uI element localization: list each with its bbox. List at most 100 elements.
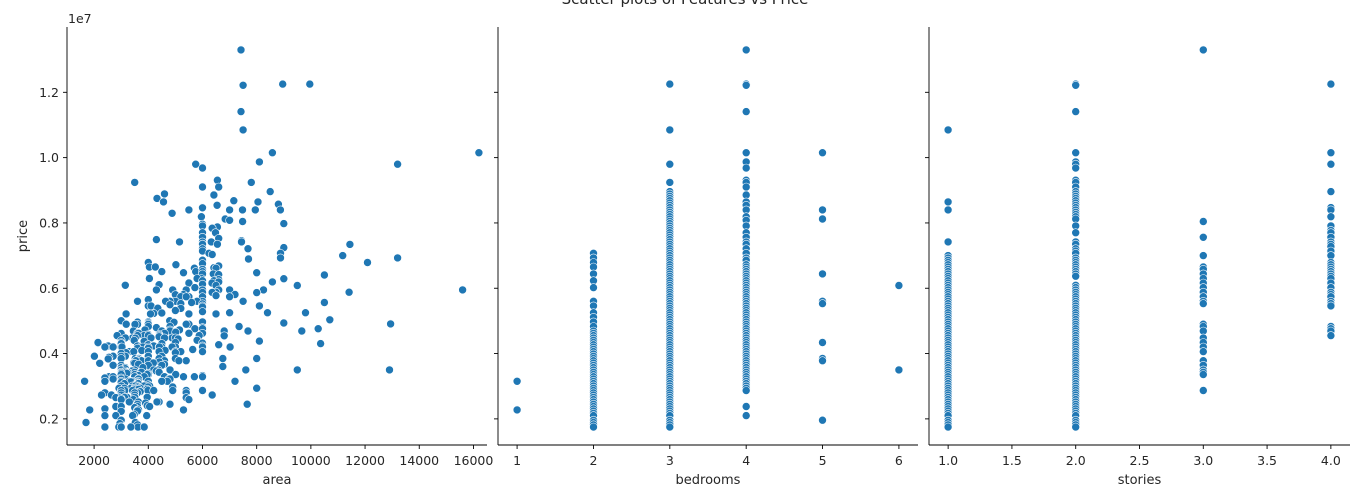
data-point [121, 309, 131, 319]
data-point [171, 260, 181, 270]
data-point [188, 345, 197, 354]
data-point [1326, 187, 1336, 196]
data-point [255, 301, 264, 311]
data-point [236, 107, 246, 116]
x-tick-label: 3 [666, 453, 674, 468]
data-point [198, 307, 207, 316]
data-point [238, 296, 248, 306]
data-point [943, 205, 953, 215]
data-point [279, 318, 289, 328]
data-point [247, 178, 256, 187]
y-tick-label: 0.2 [39, 411, 59, 426]
data-point [265, 187, 275, 196]
data-point [108, 342, 118, 352]
data-point [943, 197, 953, 207]
x-tick-label: 8000 [241, 453, 273, 468]
data-point [338, 251, 348, 260]
data-point [165, 300, 175, 310]
y-tick-label: 0.6 [39, 281, 59, 296]
data-point [313, 324, 323, 334]
data-point [93, 338, 103, 347]
data-point [198, 347, 207, 356]
x-tick-label: 14000 [399, 453, 439, 468]
x-tick-label: 16000 [454, 453, 494, 468]
data-point [171, 306, 180, 315]
panel-2: 1.0 1.5 2.0 2.5 3.0 3.5 4.0 stories [925, 27, 1350, 488]
x-tick-label: 1.0 [938, 453, 958, 468]
data-point [198, 182, 207, 192]
data-point [263, 308, 272, 318]
data-point [184, 205, 194, 215]
data-point [160, 189, 169, 199]
data-point [741, 107, 751, 116]
data-point [818, 205, 827, 215]
data-point [741, 411, 751, 420]
data-point [276, 205, 285, 215]
data-point [1071, 107, 1080, 116]
data-point [1071, 163, 1080, 173]
x-axis-label: bedrooms [676, 473, 741, 488]
data-point [238, 205, 247, 215]
data-point [252, 354, 262, 363]
data-point [741, 45, 751, 55]
data-point [211, 309, 221, 319]
data-point [97, 390, 106, 400]
data-point [252, 268, 262, 278]
data-point [100, 411, 110, 420]
data-point [125, 397, 134, 407]
data-point [214, 182, 223, 192]
data-point [1071, 271, 1080, 281]
data-point [126, 422, 136, 432]
data-point [198, 386, 207, 395]
x-tick-label: 2.0 [1066, 453, 1086, 468]
x-tick-label: 6 [895, 453, 903, 468]
data-point [219, 331, 229, 341]
data-point [741, 386, 751, 395]
data-point [190, 283, 200, 292]
data-point [1199, 370, 1208, 379]
x-tick-label: 3.0 [1193, 453, 1213, 468]
data-point [385, 365, 394, 375]
data-point [1199, 299, 1208, 308]
data-point [292, 365, 302, 375]
data-point [139, 422, 149, 432]
data-point [818, 214, 827, 224]
data-point [305, 79, 315, 89]
data-point [320, 298, 329, 307]
x-tick-label: 1.5 [1002, 453, 1022, 468]
data-point [1326, 79, 1336, 89]
data-point [157, 267, 167, 276]
y-tick-label: 0.8 [39, 215, 59, 230]
data-point [80, 376, 89, 386]
data-point [174, 356, 184, 366]
data-point [943, 237, 953, 247]
data-point [85, 405, 94, 415]
data-point [157, 376, 167, 386]
data-point [894, 281, 904, 290]
data-point [212, 201, 222, 210]
x-tick-label: 2 [589, 453, 597, 468]
data-point [191, 159, 200, 169]
data-point [237, 237, 246, 247]
data-point [198, 372, 207, 382]
data-point [184, 328, 194, 338]
data-point [894, 365, 904, 375]
x-tick-label: 2.5 [1130, 453, 1150, 468]
data-point [1071, 422, 1080, 432]
data-point [474, 148, 484, 157]
data-point [81, 418, 91, 427]
x-tick-label: 4.0 [1321, 453, 1341, 468]
data-point [159, 197, 168, 207]
data-point [146, 309, 155, 319]
data-point [167, 209, 177, 218]
data-point [152, 285, 161, 295]
data-point [242, 399, 252, 409]
data-point [344, 287, 354, 297]
data-point [181, 319, 191, 329]
data-point [198, 163, 207, 173]
data-point [157, 308, 167, 318]
data-point [100, 376, 110, 386]
data-point [187, 298, 196, 307]
data-point [184, 309, 194, 319]
data-point [108, 360, 118, 370]
